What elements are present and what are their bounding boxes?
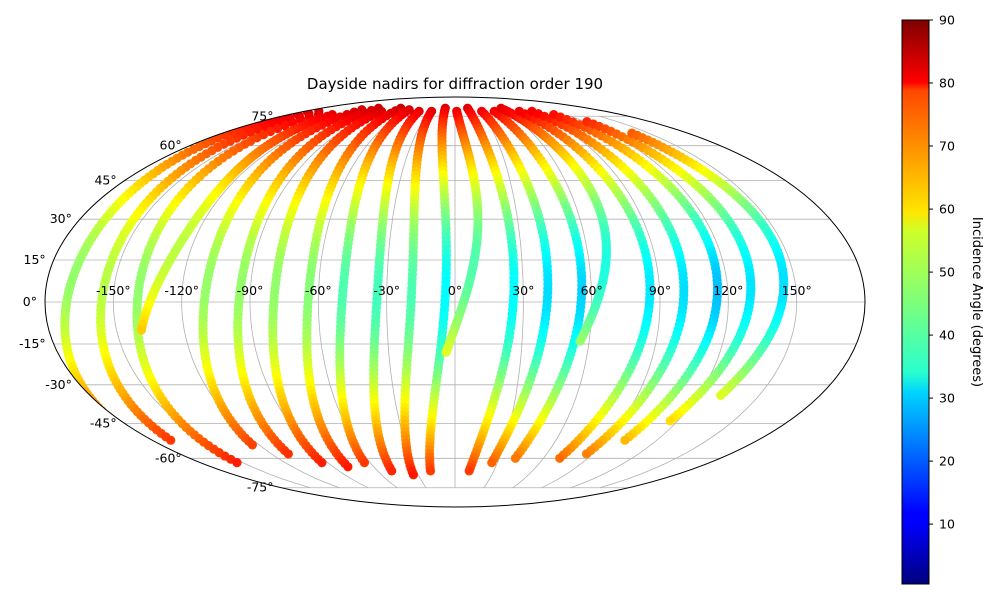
- y-tick-label: 15°: [24, 252, 46, 267]
- track-series: [198, 105, 367, 450]
- colorbar: 10 20 30 40 50 60 70 80 90 Incidence Angle (degr…: [901, 13, 984, 585]
- track-series: [527, 106, 689, 459]
- scatter-point: [555, 453, 565, 463]
- scatter-points: [60, 103, 789, 480]
- y-tick-label: -30°: [45, 377, 72, 392]
- scatter-point: [408, 470, 418, 480]
- scatter-point: [166, 435, 176, 445]
- x-tick-label: -60°: [305, 283, 332, 298]
- x-tick-label: -120°: [164, 283, 199, 298]
- track-series: [335, 105, 414, 468]
- x-tick-label: -150°: [96, 283, 131, 298]
- scatter-point: [272, 123, 283, 134]
- y-tick-label: -75°: [247, 480, 274, 495]
- track-series: [268, 106, 387, 468]
- y-tick-label: -60°: [155, 450, 182, 465]
- track-series: [233, 103, 384, 459]
- track-series: [425, 103, 451, 476]
- track-series: [489, 106, 587, 463]
- gridline-lon: [512, 115, 593, 489]
- scatter-point: [247, 440, 257, 450]
- x-tick-label: 150°: [782, 283, 812, 298]
- y-tick-label: 30°: [50, 211, 72, 226]
- colorbar-ticks: 10 20 30 40 50 60 70 80 90: [929, 13, 955, 532]
- y-tick-label: 60°: [160, 138, 182, 153]
- y-tick-label: -45°: [90, 415, 117, 430]
- scatter-point: [245, 127, 255, 137]
- x-tick-label: 0°: [448, 283, 462, 298]
- x-tick-labels: -150° -120° -90° -60° -30° 0° 30° 60° 90° 120° 150…: [96, 283, 812, 298]
- x-tick-label: 60°: [581, 283, 603, 298]
- colorbar-label: Incidence Angle (degrees): [969, 217, 984, 387]
- track-series: [369, 106, 424, 476]
- colorbar-tick-label: 20: [939, 454, 955, 469]
- track-series: [302, 103, 406, 472]
- colorbar-tick-label: 80: [939, 76, 955, 91]
- scatter-point: [283, 449, 293, 459]
- track-series: [136, 110, 337, 335]
- y-tick-label: -15°: [19, 336, 46, 351]
- track-series: [477, 106, 553, 468]
- track-series: [400, 106, 437, 480]
- track-series: [441, 106, 483, 357]
- chart-title: Dayside nadirs for diffraction order 190: [307, 75, 603, 93]
- scatter-point: [665, 416, 675, 426]
- scatter-point: [280, 121, 290, 131]
- colorbar-tick-label: 30: [939, 391, 955, 406]
- scatter-point: [97, 406, 107, 416]
- scatter-point: [343, 462, 353, 472]
- track-series: [96, 106, 324, 445]
- colorbar-tick-label: 50: [939, 265, 955, 280]
- scatter-point: [581, 449, 592, 459]
- colorbar-tick-label: 70: [939, 139, 955, 154]
- scatter-point: [441, 347, 451, 357]
- track-series: [582, 117, 756, 426]
- x-tick-label: -90°: [237, 283, 264, 298]
- scatter-point: [253, 124, 263, 134]
- y-tick-label: 0°: [23, 294, 37, 309]
- scatter-point: [487, 458, 497, 468]
- map-outline: [44, 96, 866, 508]
- track-series: [60, 106, 312, 416]
- scatter-point: [387, 466, 397, 476]
- scatter-point: [94, 402, 104, 413]
- scatter-point: [575, 336, 585, 346]
- colorbar-tick-label: 90: [939, 13, 955, 28]
- track-series: [549, 110, 723, 445]
- scatter-point: [620, 435, 630, 445]
- scatter-point: [425, 466, 436, 476]
- x-tick-label: 30°: [512, 283, 534, 298]
- track-series: [132, 110, 324, 468]
- scatter-point: [317, 458, 327, 468]
- x-tick-label: -30°: [373, 283, 400, 298]
- y-tick-labels: 75° 60° 45° 30° 15° 0° -15° -30° -45° -60° -75°: [19, 108, 273, 494]
- y-tick-label: 45°: [94, 173, 116, 188]
- scatter-point: [716, 390, 726, 400]
- scatter-point: [464, 466, 474, 476]
- scatter-point: [359, 458, 369, 468]
- track-series: [496, 103, 612, 346]
- scatter-point: [232, 458, 242, 468]
- x-tick-label: 90°: [649, 283, 671, 298]
- scatter-point: [136, 325, 146, 335]
- colorbar-gradient: [901, 19, 930, 585]
- track-series: [627, 128, 789, 400]
- gridline-lon: [570, 115, 729, 489]
- track-series: [463, 103, 519, 476]
- plot-area: -150° -120° -90° -60° -30° 0° 30° 60° 90° 120° 150…: [19, 96, 866, 508]
- colorbar-tick-label: 40: [939, 328, 955, 343]
- gridline-lon: [599, 115, 798, 489]
- colorbar-tick-label: 60: [939, 202, 955, 217]
- y-tick-label: 75°: [251, 108, 273, 123]
- x-tick-label: 120°: [713, 283, 743, 298]
- colorbar-tick-label: 10: [939, 517, 955, 532]
- scatter-point: [510, 453, 520, 463]
